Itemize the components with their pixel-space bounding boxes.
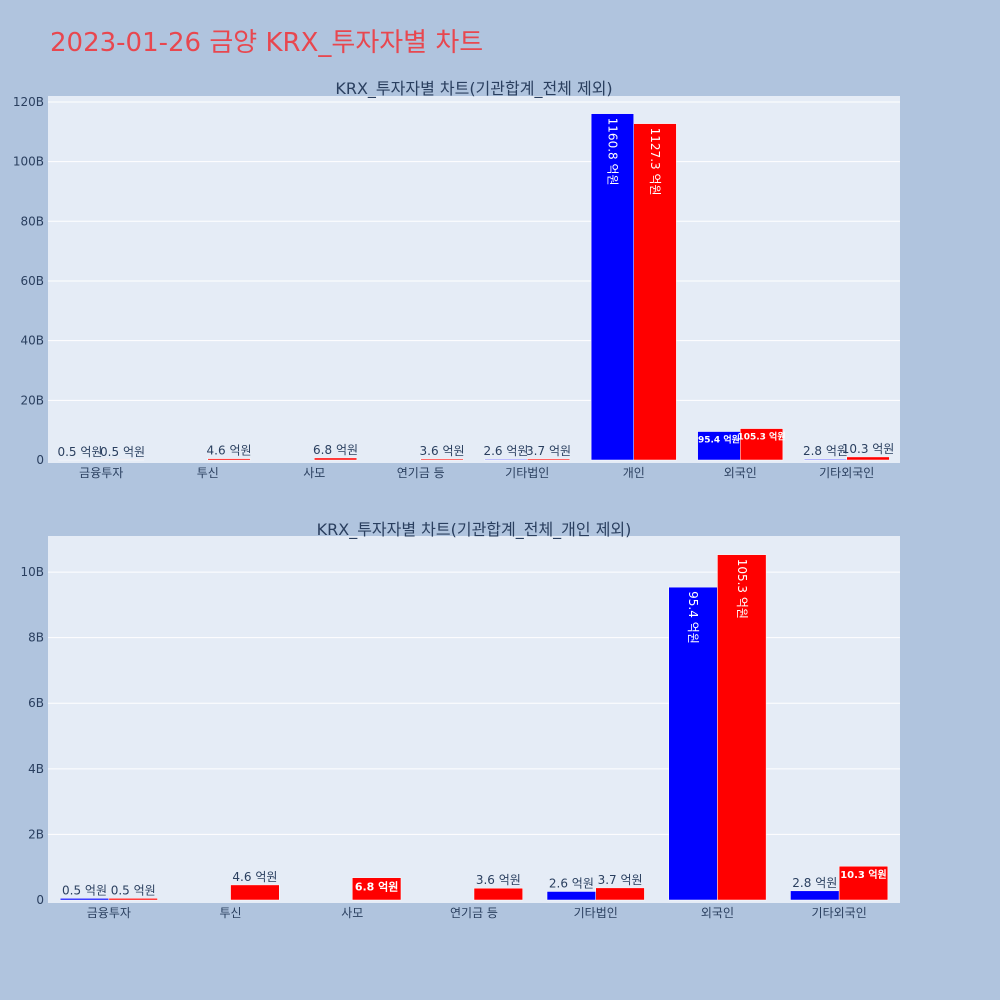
bar-data-label: 95.4 억원 [698, 434, 740, 446]
plot-area [48, 96, 900, 463]
bar [740, 428, 784, 461]
y-tick-label: 100B [13, 155, 44, 169]
bar [595, 887, 645, 901]
bar-data-label: 0.5 억원 [57, 445, 102, 459]
x-tick-label: 금융투자 [87, 906, 131, 920]
bar [697, 431, 741, 461]
bar [846, 456, 890, 461]
x-tick-label: 투신 [220, 906, 242, 920]
bar [314, 457, 358, 461]
bar [668, 586, 718, 901]
y-tick-label: 40B [20, 334, 44, 348]
bar-data-label: 1160.8 억원 [605, 118, 619, 186]
bar-data-label: 6.8 억원 [355, 880, 399, 894]
x-tick-label: 기타외국인 [812, 906, 867, 920]
bar-data-label: 1127.3 억원 [648, 128, 662, 196]
y-tick-label: 0 [36, 893, 44, 907]
bar [230, 884, 280, 901]
chart-bottom: 0 2B 4B 6B 8B 10B KRX_투자자별 차트(기관합계_전체_개인 제외) 금융… [20, 520, 900, 920]
chart-title: KRX_투자자별 차트(기관합계_전체 제외) [335, 79, 612, 99]
bar-data-label: 2.8 억원 [803, 444, 848, 458]
bar [717, 554, 767, 901]
x-tick-label: 기타외국인 [819, 466, 874, 480]
bar-data-label: 10.3 억원 [840, 868, 887, 881]
x-tick-label: 연기금 등 [397, 466, 445, 480]
bar [420, 458, 464, 461]
y-tick-label: 2B [28, 827, 44, 841]
x-tick-label: 개인 [623, 466, 645, 480]
bar-data-label: 95.4 억원 [686, 591, 700, 644]
bar-data-label: 3.7 억원 [598, 873, 643, 887]
bar-data-label: 6.8 억원 [313, 443, 358, 457]
x-tick-label: 금융투자 [79, 466, 123, 480]
x-tick-label: 기타법인 [505, 466, 549, 480]
bar [59, 898, 110, 901]
x-tick-label: 연기금 등 [450, 906, 498, 920]
y-tick-label: 0 [36, 453, 44, 467]
y-tick-label: 80B [20, 214, 44, 228]
x-tick-label: 기타법인 [574, 906, 618, 920]
x-tick-label: 사모 [341, 906, 363, 920]
bar-data-label: 2.6 억원 [549, 876, 594, 890]
bar-data-label: 0.5 억원 [100, 445, 145, 459]
x-tick-label: 외국인 [701, 906, 734, 920]
x-tick-label: 사모 [303, 466, 325, 480]
bar-data-label: 10.3 억원 [842, 442, 895, 456]
bar [546, 891, 596, 901]
bar-data-label: 3.7 억원 [526, 444, 571, 458]
bar [838, 865, 889, 901]
y-tick-label: 60B [20, 274, 44, 288]
y-tick-label: 8B [28, 631, 44, 645]
bar-data-label: 3.6 억원 [476, 873, 521, 887]
bar [108, 898, 158, 901]
bar [473, 887, 523, 901]
bar [352, 877, 402, 901]
bar-data-label: 0.5 억원 [62, 883, 107, 897]
bar-data-label: 3.6 억원 [420, 444, 465, 458]
bar-data-label: 105.3 억원 [737, 431, 785, 443]
bar-data-label: 4.6 억원 [232, 870, 277, 884]
bar [207, 458, 251, 461]
bar-data-label: 2.6 억원 [483, 444, 528, 458]
y-tick-label: 10B [20, 565, 44, 579]
bar-data-label: 0.5 억원 [111, 883, 156, 897]
x-tick-label: 외국인 [724, 466, 757, 480]
bar [633, 123, 677, 461]
x-tick-label: 투신 [197, 466, 219, 480]
bar [790, 890, 840, 901]
bar [484, 458, 528, 461]
y-tick-label: 6B [28, 696, 44, 710]
plot-area [48, 536, 900, 903]
bar-data-label: 4.6 억원 [207, 444, 252, 458]
chart-title: KRX_투자자별 차트(기관합계_전체_개인 제외) [317, 520, 632, 540]
chart-top: 0 20B 40B 60B 80B 100B 120B KRX_투자자별 차트(기관합계_전체… [13, 79, 900, 480]
y-tick-label: 4B [28, 762, 44, 776]
bar-data-label: 2.8 억원 [792, 876, 837, 890]
page-title: 2023-01-26 금양 KRX_투자자별 차트 [50, 28, 484, 58]
bar [527, 458, 571, 461]
bar [803, 458, 848, 461]
y-tick-label: 20B [20, 393, 44, 407]
bar-data-label: 105.3 억원 [735, 559, 749, 619]
y-tick-label: 120B [13, 95, 44, 109]
